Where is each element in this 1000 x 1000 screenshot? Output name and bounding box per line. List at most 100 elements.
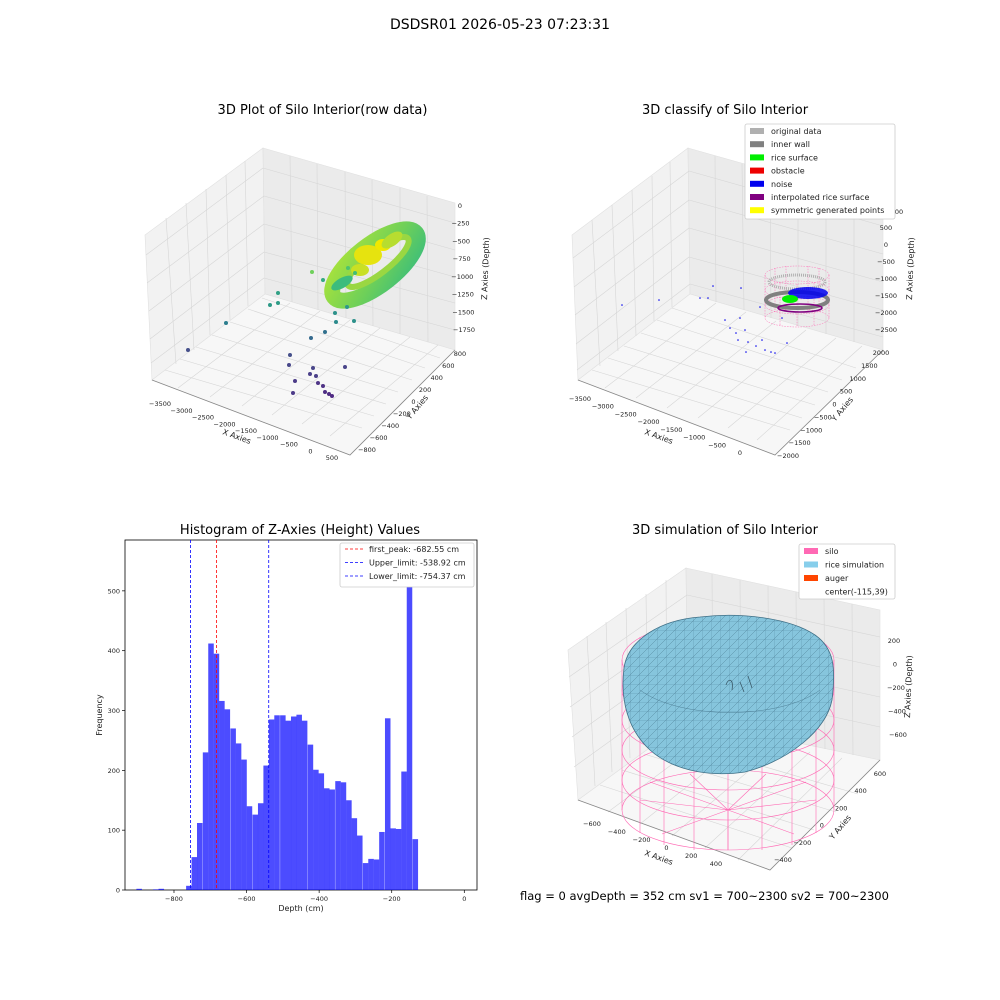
classify-x-tick: −3000 [592,403,614,411]
raw-y-tick: 200 [419,386,431,394]
classify-z-tick: −2500 [875,326,897,334]
raw-zlabel: Z Axies (Depth) [480,237,491,300]
histogram-bar [290,716,297,890]
raw-plot-panes [144,147,456,456]
classify-y-tick: 500 [840,388,852,396]
histogram-bar [340,782,347,890]
classify-silo-wireframe [764,265,830,328]
raw-x-tick: −1500 [235,427,257,435]
histogram-threshold-lines [190,540,270,890]
raw-y-tick: 0 [411,398,415,406]
classify-legend-label: interpolated rice surface [771,193,869,202]
simulation-z-tick: −400 [888,708,906,716]
histogram-x-tick: −800 [165,895,183,903]
histogram-bar [307,744,314,890]
histogram-bar [252,814,259,890]
histogram-bar [373,859,380,890]
classify-y-tick: −1000 [800,426,822,434]
histogram-bar [268,719,275,890]
raw-plot-title: 3D Plot of Silo Interior(row data) [217,103,428,118]
raw-x-tick: −2000 [214,420,236,428]
simulation-legend-label: auger [825,574,849,583]
histogram-bar [196,822,203,890]
simulation-plot [567,567,881,871]
classify-x-tick: 0 [738,449,742,457]
raw-x-tick: −1000 [257,434,279,442]
simulation-ylabel: Y Axies [827,813,853,842]
raw-y-tick: −400 [381,422,399,430]
histogram-bar [202,752,209,890]
histogram-bar [351,818,358,890]
classify-legend-swatch [750,194,764,200]
classify-legend-swatch [750,141,764,148]
classify-legend-swatch [750,167,764,174]
histogram-bar [379,831,385,890]
classify-legend-label: symmetric generated points [771,206,884,215]
histogram-bar [335,781,341,890]
histogram: −800 −600 −400 −200 0 0 100 200 300 400 500 Depth … [95,539,478,913]
histogram-bar [329,789,335,890]
classify-z-tick: 500 [880,224,892,232]
histogram-bar [257,803,264,890]
histogram-bar [191,857,198,890]
histogram-bar [235,743,242,890]
raw-z-tick: −1750 [453,326,475,334]
classify-noise-points [621,285,788,354]
histogram-bar [241,759,247,890]
raw-x-tick: −500 [280,441,298,449]
raw-x-tick: 500 [326,454,338,462]
histogram-y-tick: 500 [108,587,120,595]
simulation-y-tick: 400 [854,787,866,795]
raw-y-tick: 600 [442,362,454,370]
histogram-x-tick: −400 [310,895,328,903]
histogram-bar [153,889,159,890]
raw-y-tick: 800 [454,350,466,358]
classify-zlabel: Z Axies (Depth) [905,237,916,300]
classify-z-tick: −2000 [875,309,897,317]
classify-x-tick: −1000 [683,434,705,442]
simulation-legend-swatch [804,561,818,568]
classify-legend-label: rice surface [771,153,818,162]
histogram-bar [395,828,402,890]
classify-x-tick: −2500 [615,410,637,418]
classify-y-tick: −1500 [789,439,811,447]
classify-legend-label: noise [771,180,792,189]
histogram-y-tick: 300 [108,707,120,715]
simulation-plot-title: 3D simulation of Silo Interior [632,523,818,538]
classify-plot-title: 3D classify of Silo Interior [641,103,809,118]
classify-legend-label: obstacle [771,167,805,176]
simulation-legend-label: rice simulation [825,561,884,570]
classify-z-tick: 0 [884,241,888,249]
raw-x-tick: 0 [308,447,312,455]
simulation-x-tick: −600 [583,820,601,828]
raw-x-tick: −2500 [192,414,214,422]
histogram-bar [301,720,308,890]
histogram-bar [406,557,413,890]
histogram-bar [324,788,330,890]
histogram-ticks: −800 −600 −400 −200 0 0 100 200 300 400 500 [108,587,467,903]
classify-legend-swatch [750,180,764,187]
classify-y-tick: 1000 [849,375,866,383]
raw-rice-ring [324,221,426,309]
histogram-y-tick: 400 [108,647,120,655]
histogram-ylabel: Frequency [95,694,104,736]
classify-z-tick: −1000 [875,275,897,283]
histogram-title: Histogram of Z-Axies (Height) Values [179,523,421,538]
simulation-x-tick: 0 [664,844,668,852]
simulation-z-tick: 200 [888,637,900,645]
simulation-x-tick: −200 [633,836,651,844]
rice-simulation-surface [622,614,835,775]
classify-x-tick: −500 [708,441,726,449]
classify-y-tick: 0 [832,401,836,409]
classify-legend: original data inner wall rice surface obsta… [744,123,896,220]
histogram-bar [136,888,142,890]
classify-legend-label: inner wall [771,140,810,149]
histogram-bar [246,806,253,890]
simulation-xlabel: X Axies [643,848,674,867]
histogram-bar [384,718,391,890]
simulation-y-tick: 200 [835,804,847,812]
figure-title: DSDSR01 2026-05-23 07:23:31 [389,17,610,33]
classify-z-tick: 00 [895,208,903,216]
simulation-zlabel: Z Axies (Depth) [903,655,914,718]
raw-z-tick: −1250 [452,291,474,299]
